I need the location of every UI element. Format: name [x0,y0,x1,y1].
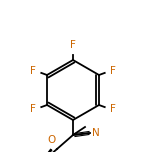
Text: F: F [30,104,36,114]
Text: F: F [70,40,76,50]
Text: O: O [47,135,55,145]
Text: N: N [92,128,100,138]
Text: F: F [110,66,116,76]
Text: F: F [30,66,36,76]
Text: F: F [110,104,116,114]
